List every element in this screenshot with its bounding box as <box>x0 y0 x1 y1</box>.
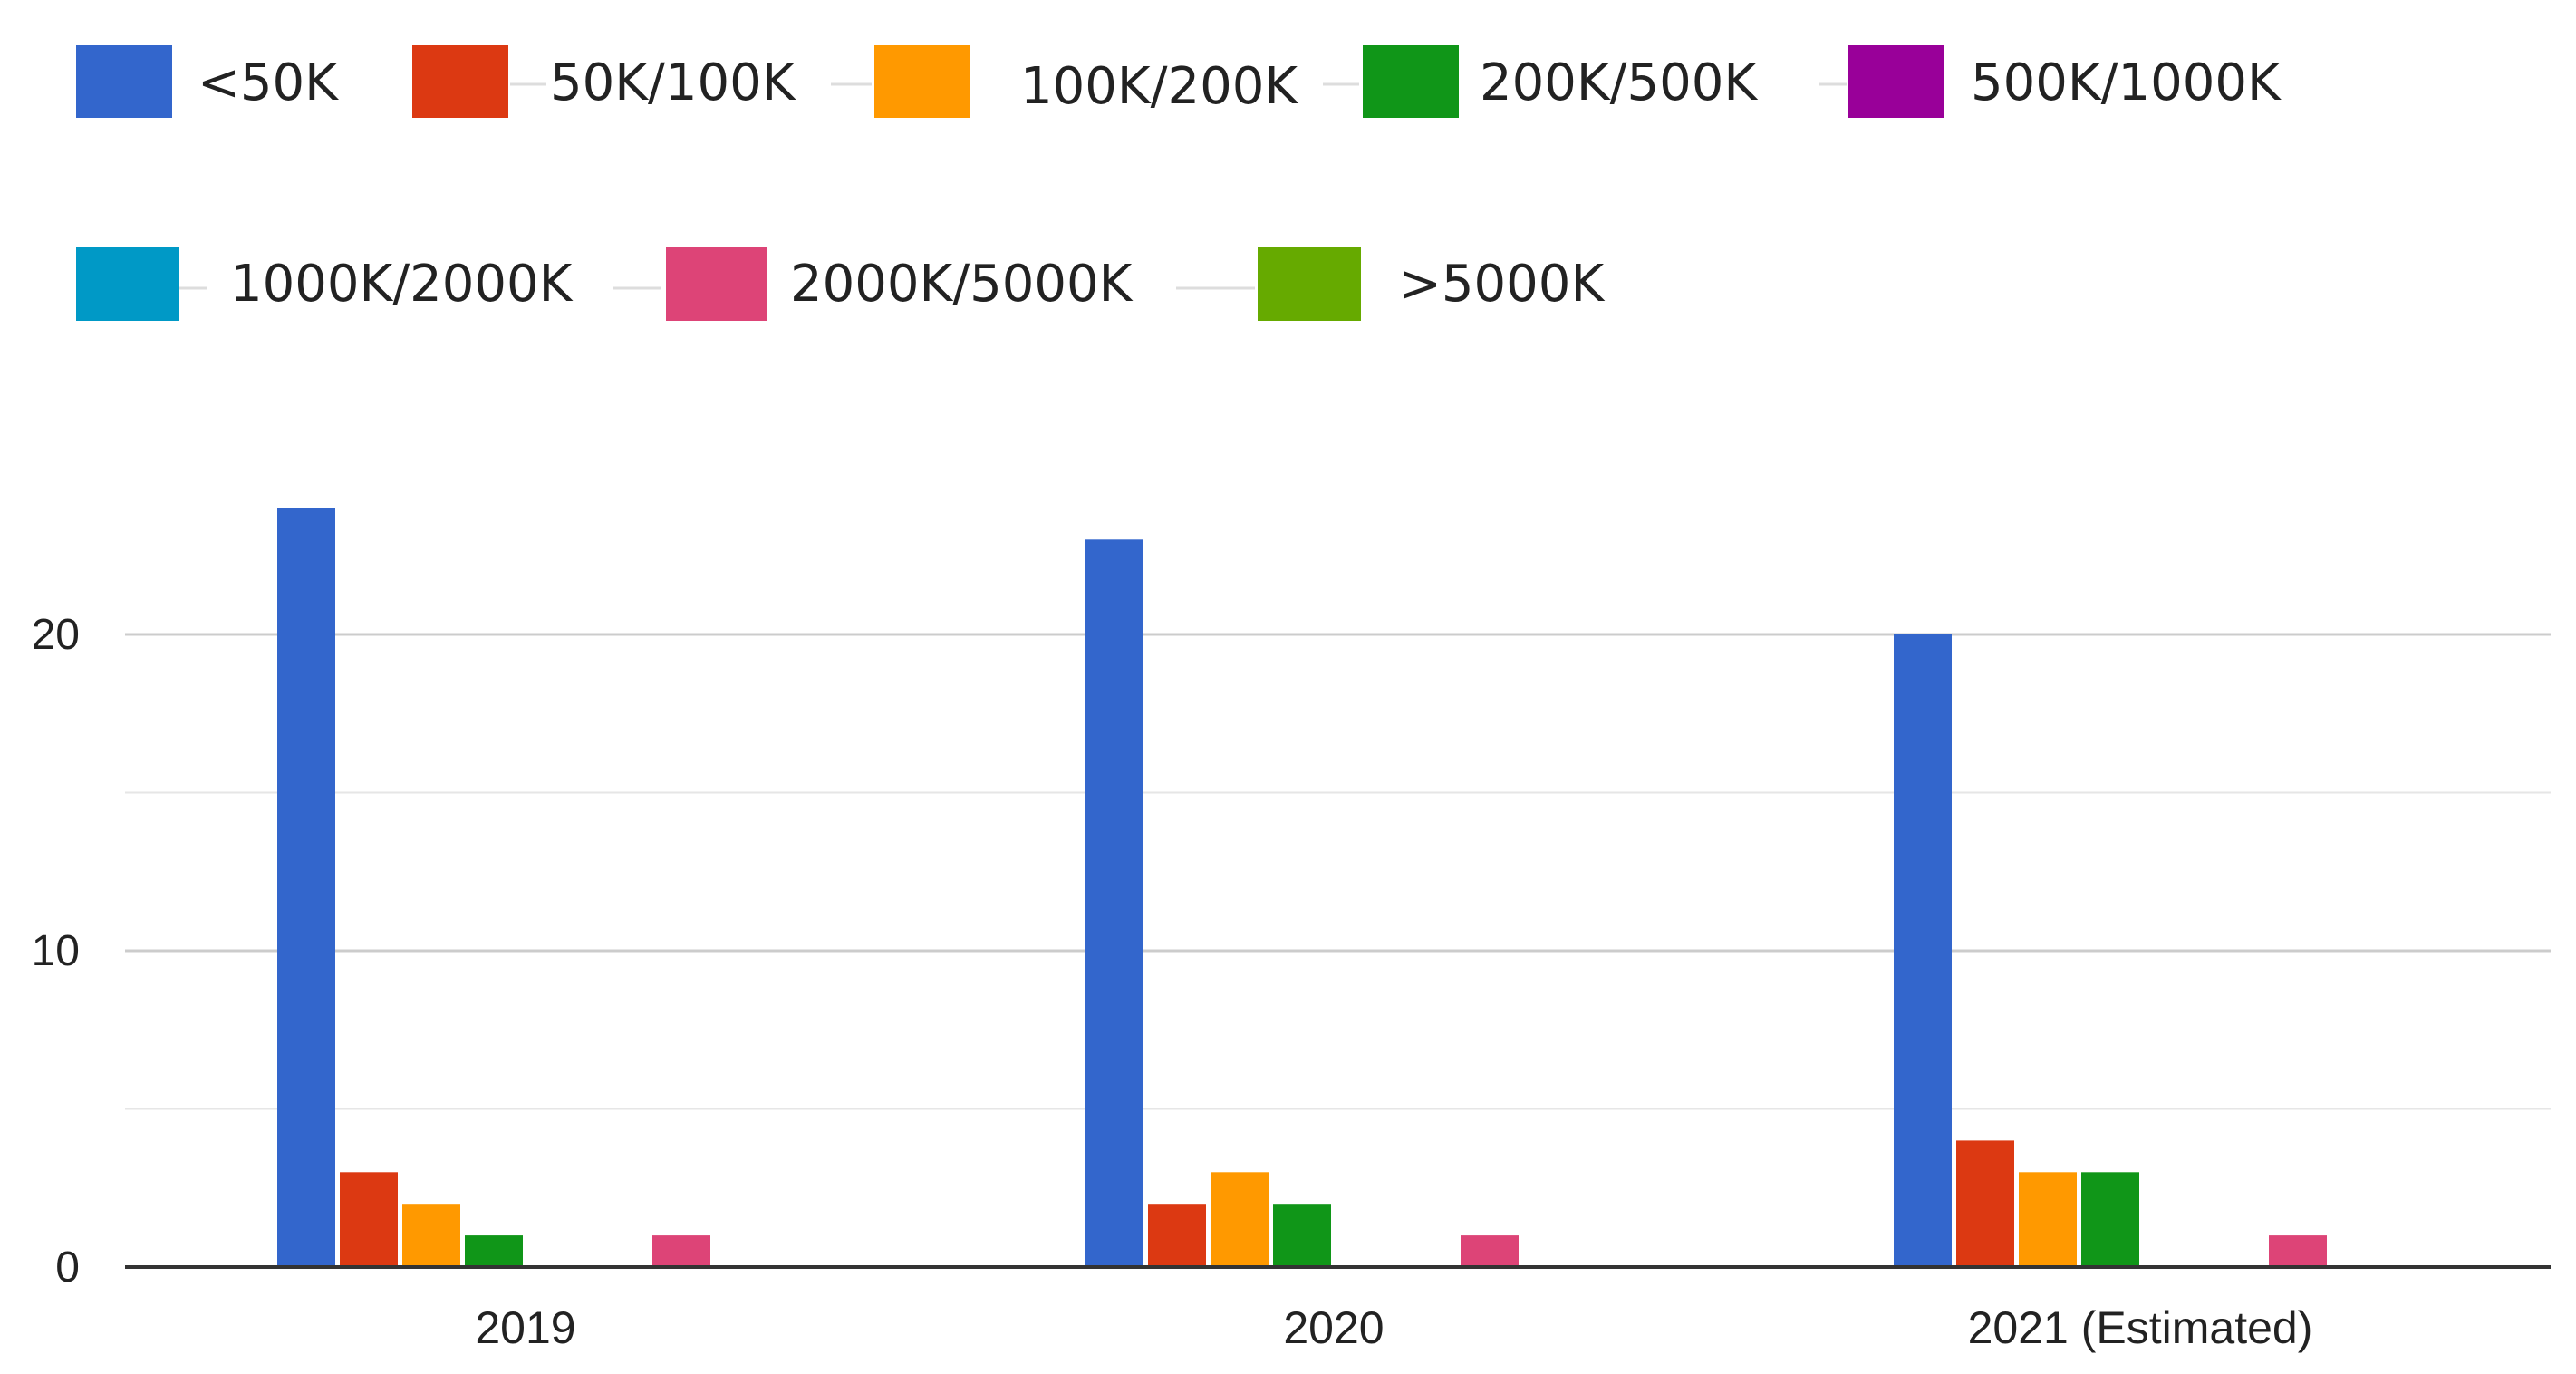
bar <box>465 1235 523 1267</box>
bar <box>402 1204 460 1267</box>
legend-label: 50K/100K <box>550 53 796 112</box>
bar <box>1211 1172 1269 1267</box>
bar <box>2269 1235 2327 1267</box>
bar <box>2081 1172 2139 1267</box>
legend-swatch <box>76 45 172 118</box>
y-tick-label: 20 <box>32 611 80 659</box>
x-category-label: 2019 <box>475 1302 575 1353</box>
legend: <50K 50K/100K 100K/200K 200K/500K 500K/1000K… <box>76 45 2282 321</box>
legend-label: <50K <box>198 53 339 112</box>
legend-swatch <box>1848 45 1944 118</box>
y-tick-label: 10 <box>32 927 80 975</box>
legend-label: 100K/200K <box>1020 57 1298 116</box>
gridlines <box>125 633 2551 1110</box>
bar <box>652 1235 710 1267</box>
legend-swatch <box>76 247 179 321</box>
bars <box>277 508 2327 1267</box>
bar <box>1956 1140 2014 1267</box>
x-category-label: 2021 (Estimated) <box>1968 1302 2313 1353</box>
bar <box>2019 1172 2077 1267</box>
legend-label: 200K/500K <box>1480 53 1758 112</box>
x-category-labels: 2019 2020 2021 (Estimated) <box>475 1302 2312 1353</box>
legend-label: 500K/1000K <box>1971 53 2282 112</box>
x-category-label: 2020 <box>1283 1302 1384 1353</box>
legend-swatch <box>1258 247 1361 321</box>
bar <box>1461 1235 1519 1267</box>
y-tick-labels: 0 10 20 <box>32 611 80 1292</box>
legend-label: 1000K/2000K <box>230 255 574 314</box>
bar <box>1148 1204 1206 1267</box>
legend-label: >5000K <box>1399 255 1605 314</box>
y-tick-label: 0 <box>55 1243 80 1292</box>
bar <box>1894 634 1952 1267</box>
legend-swatch <box>666 247 767 321</box>
legend-swatch <box>874 45 970 118</box>
bar <box>277 508 335 1267</box>
bar <box>1085 539 1143 1267</box>
legend-label: 2000K/5000K <box>790 255 1134 314</box>
legend-swatch <box>412 45 508 118</box>
bar <box>1273 1204 1331 1267</box>
legend-swatch <box>1363 45 1459 118</box>
bar <box>340 1172 398 1267</box>
